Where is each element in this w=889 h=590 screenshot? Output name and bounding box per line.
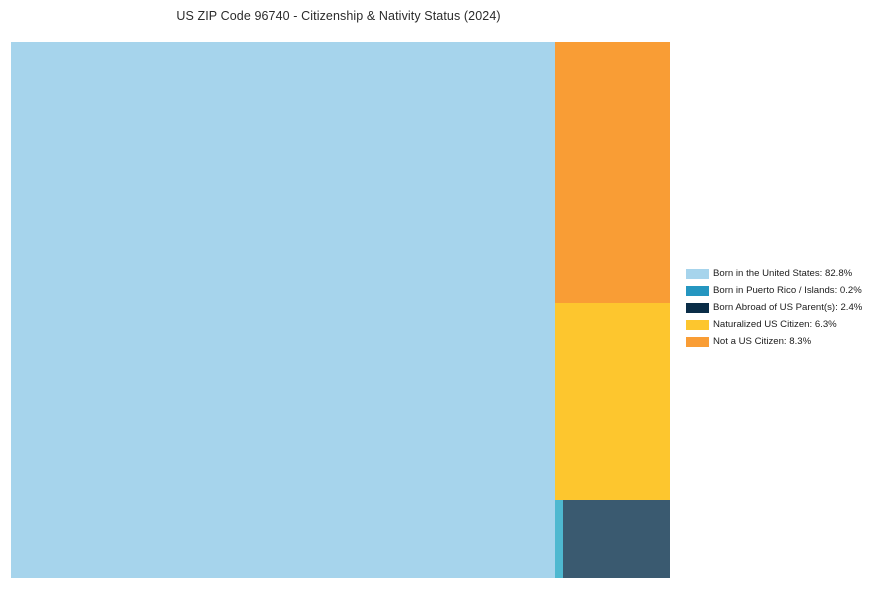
- treemap-plot-area: [11, 42, 670, 578]
- legend-item-label: Not a US Citizen: 8.3%: [713, 336, 812, 347]
- legend-swatch-icon: [686, 285, 709, 296]
- treemap-tile[interactable]: [11, 42, 555, 578]
- legend-swatch-icon: [686, 268, 709, 279]
- legend-swatch-icon: [686, 336, 709, 347]
- legend-item[interactable]: Born in Puerto Rico / Islands: 0.2%: [686, 282, 881, 299]
- chart-title: US ZIP Code 96740 - Citizenship & Nativi…: [176, 9, 501, 23]
- chart-legend: Born in the United States: 82.8% Born in …: [686, 265, 881, 350]
- legend-item-label: Born in the United States: 82.8%: [713, 268, 853, 279]
- legend-item-label: Born Abroad of US Parent(s): 2.4%: [713, 302, 863, 313]
- legend-item[interactable]: Born in the United States: 82.8%: [686, 265, 881, 282]
- legend-item-label: Naturalized US Citizen: 6.3%: [713, 319, 837, 330]
- legend-swatch-icon: [686, 319, 709, 330]
- legend-item[interactable]: Born Abroad of US Parent(s): 2.4%: [686, 299, 881, 316]
- treemap-tile[interactable]: [563, 500, 670, 578]
- legend-item[interactable]: Not a US Citizen: 8.3%: [686, 333, 881, 350]
- treemap-tile[interactable]: [555, 42, 670, 303]
- legend-item[interactable]: Naturalized US Citizen: 6.3%: [686, 316, 881, 333]
- legend-swatch-icon: [686, 302, 709, 313]
- treemap-tile[interactable]: [555, 500, 563, 578]
- treemap-tile[interactable]: [555, 303, 670, 500]
- legend-item-label: Born in Puerto Rico / Islands: 0.2%: [713, 285, 862, 296]
